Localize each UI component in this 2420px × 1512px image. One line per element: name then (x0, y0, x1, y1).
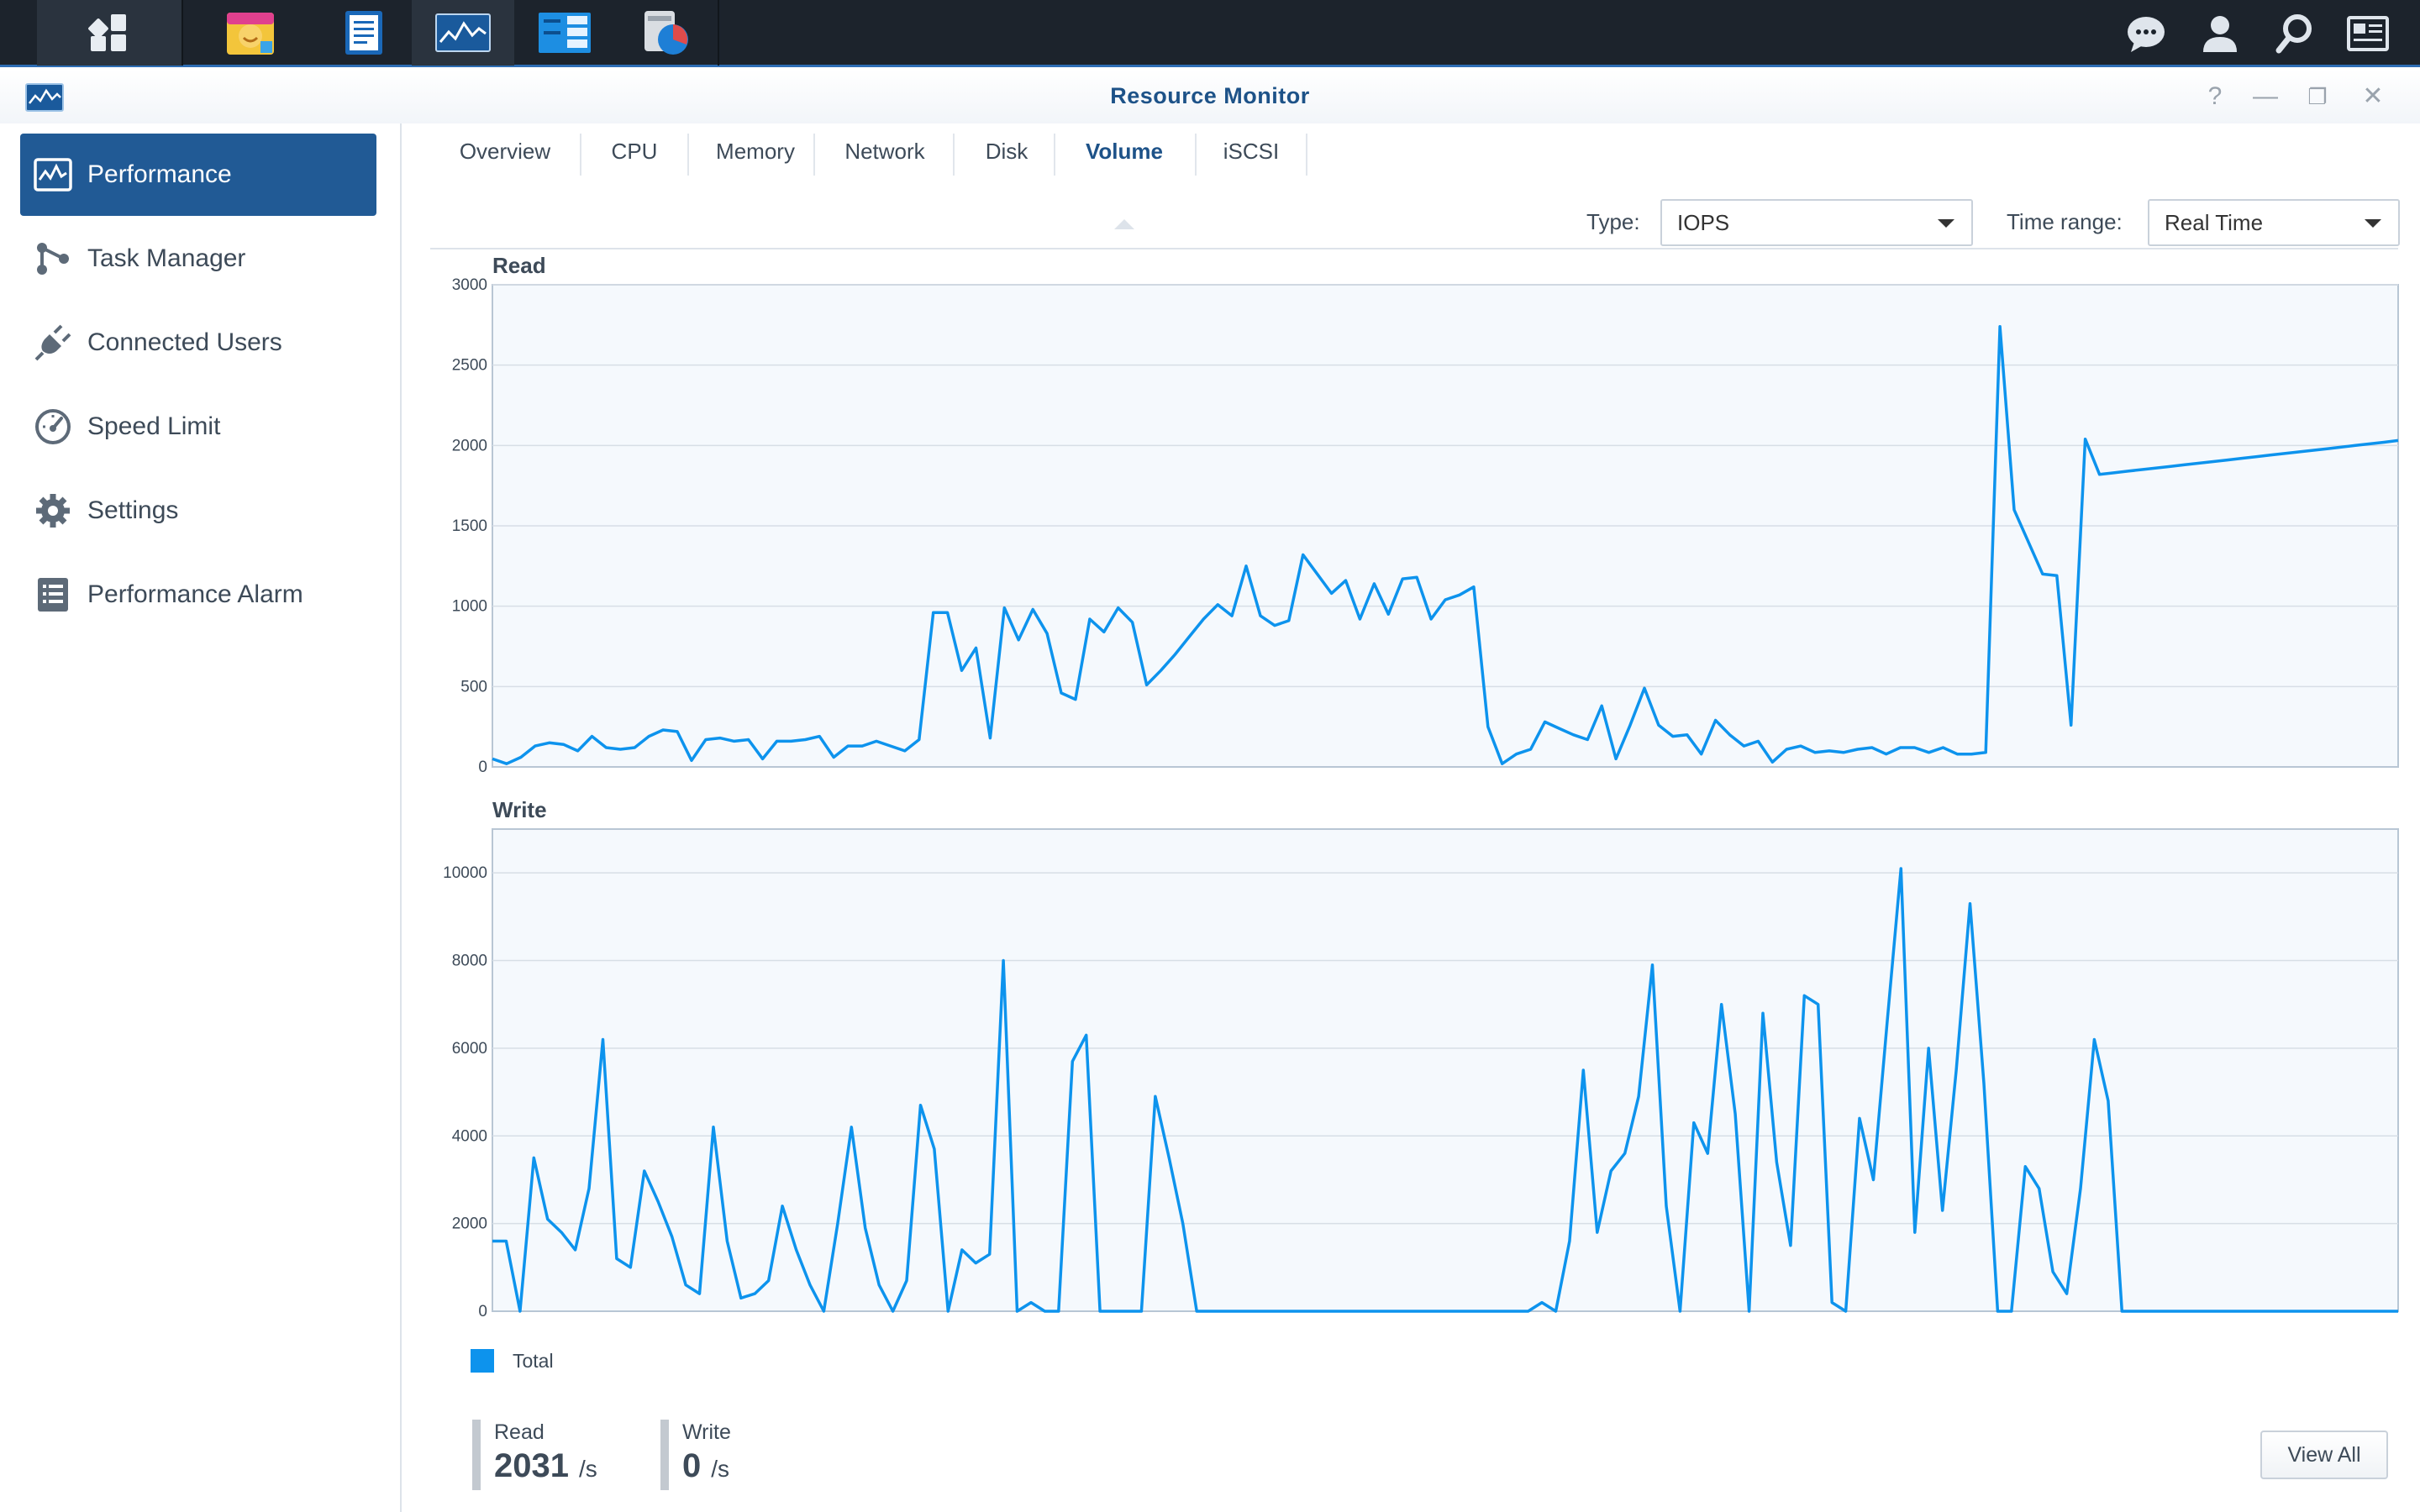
view-all-button[interactable]: View All (2260, 1431, 2388, 1479)
time-range-select-value: Real Time (2165, 210, 2264, 235)
main-menu-button[interactable] (37, 0, 182, 66)
taskbar-app-resource-monitor[interactable] (412, 0, 514, 66)
resource-monitor-icon (435, 13, 491, 52)
sidebar-item-speed-limit[interactable]: Speed Limit (20, 386, 376, 468)
window-titlebar[interactable]: Resource Monitor ? — ❐ ✕ (0, 70, 2420, 123)
time-range-label: Time range: (2007, 209, 2123, 234)
disk-usage-icon (644, 11, 688, 55)
minimize-button[interactable]: — (2253, 82, 2278, 110)
sidebar-item-label: Settings (87, 496, 179, 524)
time-range-select[interactable]: Real Time (2148, 199, 2400, 246)
note-icon (345, 11, 382, 55)
active-tab-indicator (1114, 219, 1134, 229)
help-button[interactable]: ? (2207, 82, 2223, 110)
sidebar-item-label: Task Manager (87, 244, 246, 272)
speedometer-icon (32, 406, 74, 448)
type-label: Type: (1586, 209, 1640, 234)
read-stat-unit: /s (578, 1456, 597, 1482)
performance-icon (32, 154, 74, 196)
sidebar-item-performance[interactable]: Performance (20, 134, 376, 216)
read-stat-value: 2031 (494, 1447, 569, 1484)
main-menu-grid-icon (88, 14, 126, 51)
sidebar-item-label: Performance (87, 160, 232, 188)
resource-monitor-window: Resource Monitor ? — ❐ ✕ Performance Tas… (0, 70, 2420, 1512)
series-line-total (492, 324, 2399, 765)
tab-disk[interactable]: Disk (985, 139, 1028, 164)
write-stat-unit: /s (711, 1456, 730, 1482)
plot-area (492, 828, 2399, 1312)
y-tick-label: 6000 (452, 1040, 487, 1058)
plug-icon (32, 322, 74, 364)
write-stat-label: Write (682, 1420, 731, 1444)
y-tick-label: 2500 (452, 357, 487, 375)
type-select[interactable]: IOPS (1660, 199, 1973, 246)
legend-swatch (471, 1349, 494, 1373)
sidebar-item-task-manager[interactable]: Task Manager (20, 218, 376, 300)
taskbar-app-photo-station[interactable] (183, 0, 318, 66)
sidebar-item-performance-alarm[interactable]: Performance Alarm (20, 554, 376, 636)
y-tick-label: 0 (478, 759, 487, 776)
tab-volume[interactable]: Volume (1086, 139, 1163, 164)
storage-manager-icon (539, 13, 591, 53)
sidebar-item-label: Connected Users (87, 328, 282, 356)
y-tick-label: 500 (460, 678, 487, 696)
write-chart: 0 2000 4000 6000 8000 10000 (443, 828, 2399, 1320)
write-chart-title: Write (492, 797, 547, 822)
y-tick-label: 2000 (452, 437, 487, 454)
read-stat: Read 2031/s (472, 1420, 597, 1490)
sidebar-item-connected-users[interactable]: Connected Users (20, 302, 376, 384)
restore-button[interactable]: ❐ (2307, 84, 2328, 109)
list-icon (32, 574, 74, 616)
tab-overview[interactable]: Overview (459, 139, 551, 164)
y-tick-label: 2000 (452, 1215, 487, 1233)
y-tick-label: 1000 (452, 598, 487, 616)
write-stat-value: 0 (682, 1447, 702, 1484)
y-tick-label: 3000 (452, 276, 487, 294)
widgets-icon[interactable] (2346, 12, 2390, 55)
sidebar-item-label: Speed Limit (87, 412, 221, 440)
legend-label: Total (513, 1349, 554, 1372)
user-icon[interactable] (2198, 12, 2242, 55)
sidebar-item-label: Performance Alarm (87, 580, 303, 608)
y-tick-label: 10000 (443, 864, 487, 882)
sidebar-item-settings[interactable]: Settings (20, 470, 376, 552)
tab-bar: Overview CPU Memory Network Disk Volume … (430, 123, 2398, 249)
read-chart-title: Read (492, 253, 546, 278)
app-logo-icon (25, 83, 64, 112)
read-chart: 0 500 1000 1500 2000 2500 3000 (452, 276, 2399, 776)
gear-icon (32, 490, 74, 532)
task-manager-icon (32, 238, 74, 280)
y-tick-label: 1500 (452, 517, 487, 535)
y-tick-label: 4000 (452, 1127, 487, 1145)
taskbar-app-storage-manager[interactable] (516, 0, 613, 66)
chat-icon[interactable] (2124, 12, 2168, 55)
write-stat: Write 0/s (660, 1420, 731, 1490)
chevron-down-icon (1938, 219, 1954, 228)
taskbar-app-notes[interactable] (318, 0, 410, 66)
tab-iscsi[interactable]: iSCSI (1223, 139, 1280, 164)
chart-legend[interactable]: Total (471, 1349, 554, 1373)
photo-station-icon (227, 13, 274, 55)
taskbar (0, 0, 2420, 67)
search-icon[interactable] (2272, 12, 2316, 55)
close-button[interactable]: ✕ (2362, 82, 2384, 110)
read-stat-label: Read (494, 1420, 544, 1444)
tab-cpu[interactable]: CPU (611, 139, 658, 164)
tab-network[interactable]: Network (844, 139, 925, 164)
y-tick-label: 0 (478, 1303, 487, 1320)
type-select-value: IOPS (1677, 210, 1730, 235)
window-title: Resource Monitor (1110, 83, 1310, 108)
sidebar: Performance Task Manager Connected Users… (0, 123, 402, 1512)
y-tick-label: 8000 (452, 953, 487, 970)
tab-memory[interactable]: Memory (716, 139, 795, 164)
series-line-total (492, 867, 2398, 1313)
chevron-down-icon (2365, 219, 2381, 228)
taskbar-app-disk-usage[interactable] (615, 0, 718, 66)
